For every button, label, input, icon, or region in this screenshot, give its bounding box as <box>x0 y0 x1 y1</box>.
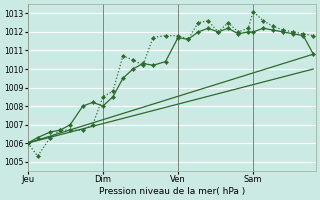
X-axis label: Pression niveau de la mer( hPa ): Pression niveau de la mer( hPa ) <box>99 187 245 196</box>
